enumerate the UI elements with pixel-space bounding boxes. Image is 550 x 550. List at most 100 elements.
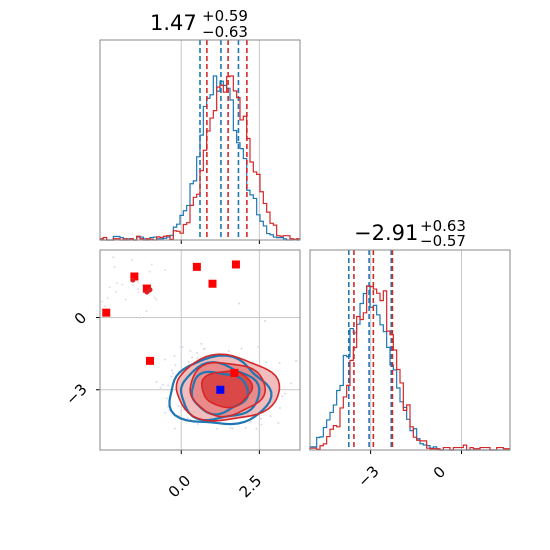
xtick-label-main-0: 0.0 — [165, 472, 195, 502]
sample-point — [165, 397, 168, 400]
sample-point — [161, 384, 164, 387]
sample-point — [164, 269, 167, 272]
sample-point — [104, 305, 107, 308]
red-marker-6 — [146, 356, 154, 365]
sample-point — [260, 417, 263, 420]
sample-point — [196, 422, 199, 425]
sample-point — [196, 357, 199, 360]
sample-point — [179, 345, 182, 348]
frame-right — [309, 249, 511, 451]
sample-point — [138, 317, 141, 320]
sample-point — [108, 286, 111, 289]
sample-point — [277, 421, 280, 424]
xtick-label-right-1: 0 — [430, 463, 449, 482]
sample-point — [87, 289, 89, 291]
xtick-label-main-1: 2.5 — [236, 472, 266, 502]
sample-point — [269, 415, 272, 418]
sample-point — [244, 426, 247, 429]
sample-point — [132, 284, 135, 287]
sample-point — [255, 427, 258, 430]
red-marker-5 — [231, 260, 240, 269]
sample-point — [229, 426, 232, 429]
red-dot-2 — [147, 287, 153, 293]
sample-point — [189, 350, 192, 353]
sample-point — [278, 362, 281, 365]
sample-point — [203, 347, 206, 350]
title-right-sup: +0.63 — [420, 217, 466, 235]
sample-point — [82, 296, 84, 298]
red-dot-0 — [130, 277, 136, 283]
contour-line-blue-2 — [168, 354, 273, 426]
sample-point — [281, 395, 284, 398]
red-marker-3 — [192, 262, 201, 271]
sample-point — [98, 275, 100, 277]
sample-point — [295, 359, 298, 362]
histogram-right-1 — [309, 285, 510, 451]
sample-point — [170, 375, 173, 378]
main-plot-area — [48, 250, 300, 456]
contour-line-red-0 — [200, 370, 254, 409]
sample-point — [115, 281, 118, 284]
sample-point — [163, 358, 166, 361]
sample-point — [290, 382, 293, 385]
sample-point — [191, 356, 194, 359]
sample-point — [200, 342, 203, 345]
panel-bottom-left — [48, 249, 301, 456]
panel-top-left — [99, 39, 301, 244]
sample-point — [101, 300, 104, 303]
sample-point — [215, 427, 218, 430]
sample-point — [231, 427, 234, 430]
sample-point — [137, 281, 140, 284]
sample-point — [137, 288, 140, 291]
sample-point — [124, 298, 127, 301]
sample-point — [227, 350, 230, 353]
red-marker-0 — [102, 308, 111, 317]
sample-point — [164, 411, 167, 414]
sample-point — [137, 291, 140, 294]
sample-point — [171, 372, 174, 375]
sample-point — [112, 256, 115, 259]
ytick-label-main-1: −3 — [62, 380, 90, 408]
sample-point — [249, 420, 252, 423]
contour-line-red-1 — [189, 361, 267, 418]
histogram-top-0 — [100, 75, 300, 241]
sample-point — [188, 454, 190, 456]
sample-point — [48, 266, 50, 268]
sample-point — [150, 263, 153, 266]
sample-point — [181, 346, 184, 349]
sample-point — [187, 360, 190, 363]
title-right-sub: −0.57 — [420, 232, 466, 250]
title-top-main: 1.47 — [150, 11, 197, 35]
sample-point — [115, 290, 118, 293]
frame-main — [99, 249, 301, 451]
red-marker-2 — [142, 284, 151, 293]
sample-point — [264, 319, 267, 322]
sample-point — [131, 258, 134, 261]
xtick-label-right-0: −3 — [354, 462, 382, 490]
sample-point — [159, 386, 162, 389]
sample-point — [155, 381, 158, 384]
title-right-main: −2.91 — [354, 221, 418, 245]
sample-point — [173, 355, 176, 358]
sample-point — [180, 410, 183, 413]
title-top-sup: +0.59 — [202, 7, 248, 25]
contour-fill-red-0 — [201, 371, 253, 408]
sample-point — [92, 258, 94, 260]
sample-point — [148, 270, 151, 273]
sample-point — [177, 405, 180, 408]
panel-bottom-right — [309, 249, 511, 454]
title-top-sub: −0.63 — [202, 23, 248, 41]
sample-point — [238, 302, 241, 305]
sample-point — [195, 351, 198, 354]
sample-point — [186, 417, 189, 420]
frame-top — [99, 39, 301, 241]
sample-point — [121, 283, 124, 286]
red-marker-4 — [208, 279, 217, 288]
sample-point — [170, 369, 173, 372]
ytick-label-main-0: 0 — [71, 309, 90, 328]
blue-marker — [216, 385, 225, 394]
sample-point — [265, 361, 268, 364]
contour-line-red-2 — [175, 353, 281, 422]
sample-point — [113, 265, 116, 268]
